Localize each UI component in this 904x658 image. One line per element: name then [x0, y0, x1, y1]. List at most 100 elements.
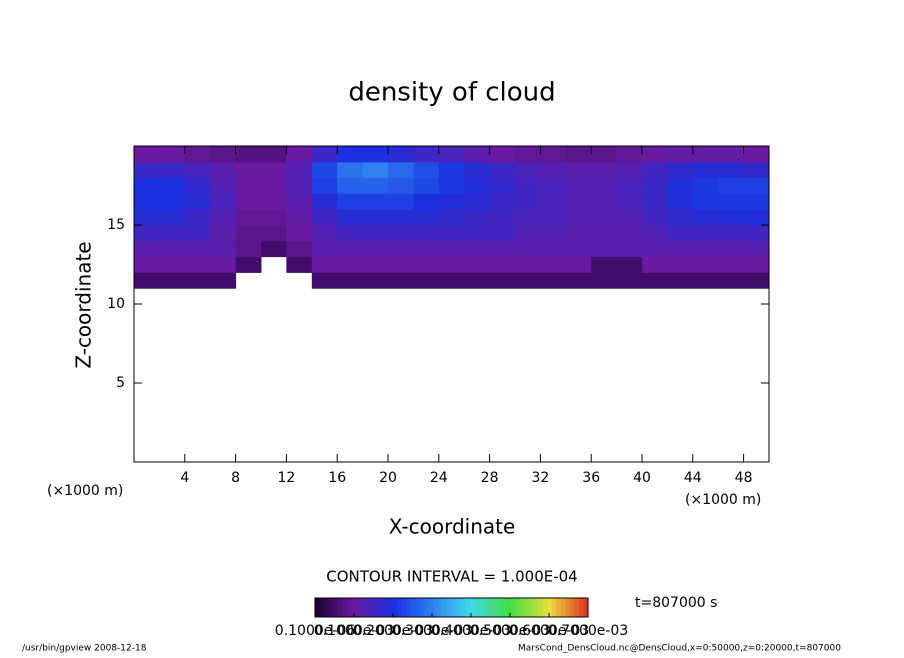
- field-cell: [388, 272, 414, 289]
- x-tick-label: 48: [735, 470, 753, 486]
- colorbar-swatch: [460, 598, 466, 617]
- field-cell: [159, 209, 186, 226]
- field-cell: [210, 240, 237, 258]
- field-cell: [362, 240, 389, 258]
- field-cell: [743, 161, 770, 179]
- field-cell: [464, 177, 491, 194]
- x-tick-label: 24: [430, 470, 448, 486]
- field-cell: [311, 209, 338, 226]
- field-cell: [515, 225, 541, 242]
- colorbar-frame: [314, 597, 589, 618]
- field-cell: [388, 161, 414, 179]
- x-tick-label: 32: [531, 470, 549, 486]
- field-cell: [667, 256, 694, 273]
- field-cell: [642, 161, 668, 179]
- field-cell: [337, 225, 364, 242]
- colorbar-swatch: [442, 598, 448, 617]
- colorbar-swatch: [437, 598, 443, 617]
- colorbar-swatch: [342, 598, 348, 617]
- field-cell: [337, 240, 364, 258]
- field-cell: [134, 193, 160, 210]
- field-cell: [413, 256, 440, 273]
- field-cell: [311, 256, 338, 273]
- colorbar-swatch: [565, 598, 571, 617]
- field-cell: [540, 209, 567, 226]
- x-tick-label: 12: [277, 470, 295, 486]
- colorbar-swatch: [406, 598, 412, 617]
- field-cell: [718, 193, 745, 210]
- colorbar: [315, 598, 589, 617]
- field-cell: [159, 161, 186, 179]
- colorbar-swatch: [547, 598, 553, 617]
- colorbar-swatch: [469, 598, 475, 617]
- field-cell: [515, 161, 541, 179]
- field-cell: [159, 256, 186, 273]
- field-cell: [692, 256, 719, 273]
- field-cell: [159, 193, 186, 210]
- field-cell: [489, 146, 516, 163]
- field-cell: [286, 161, 313, 179]
- field-cell: [235, 240, 262, 258]
- field-cell: [591, 240, 618, 258]
- field-cell: [413, 146, 440, 163]
- field-cell: [438, 146, 465, 163]
- field-cell: [565, 161, 592, 179]
- field-cell: [210, 272, 237, 289]
- colorbar-tick-label: 0.4000e-03: [431, 623, 511, 639]
- field-cell: [743, 177, 770, 194]
- colorbar-swatch: [524, 598, 530, 617]
- field-cell: [134, 177, 160, 194]
- field-cell: [184, 161, 211, 179]
- field-cell: [489, 177, 516, 194]
- field-cell: [540, 146, 567, 163]
- field-cell: [616, 146, 643, 163]
- field-cell: [438, 256, 465, 273]
- field-cell: [337, 256, 364, 273]
- x-tick-label: 40: [633, 470, 651, 486]
- colorbar-swatch: [315, 598, 321, 617]
- colorbar-tick-label: 0.6000e-03: [509, 623, 589, 639]
- field-cell: [489, 272, 516, 289]
- field-cell: [388, 209, 414, 226]
- colorbar-swatch: [387, 598, 393, 617]
- field-cell: [388, 240, 414, 258]
- field-cell: [159, 225, 186, 242]
- x-tick-label: 44: [684, 470, 702, 486]
- field-cell: [362, 225, 389, 242]
- colorbar-swatch: [528, 598, 534, 617]
- field-cell: [616, 193, 643, 210]
- colorbar-swatch: [551, 598, 557, 617]
- field-cell: [413, 161, 440, 179]
- colorbar-swatch: [556, 598, 562, 617]
- field-cell: [311, 161, 338, 179]
- field-cell: [311, 225, 338, 242]
- chart-title: density of cloud: [348, 78, 555, 108]
- field-cell: [692, 209, 719, 226]
- y-axis-label: Z-coordinate: [72, 241, 96, 368]
- field-cell: [591, 225, 618, 242]
- field-cell: [692, 193, 719, 210]
- field-cell: [464, 225, 491, 242]
- field-cell: [489, 161, 516, 179]
- field-cell: [692, 177, 719, 194]
- field-cell: [337, 177, 364, 194]
- field-cell: [134, 256, 160, 273]
- field-cell: [616, 225, 643, 242]
- colorbar-swatch: [487, 598, 493, 617]
- x-tick-label: 36: [582, 470, 600, 486]
- colorbar-swatch: [396, 598, 402, 617]
- field-cell: [235, 146, 262, 163]
- field-cell: [692, 225, 719, 242]
- field-cell: [286, 146, 313, 163]
- colorbar-swatch: [360, 598, 366, 617]
- field-cell: [261, 193, 287, 210]
- field-cell: [337, 272, 364, 289]
- field-cell: [235, 225, 262, 242]
- colorbar-swatch: [378, 598, 384, 617]
- field-cell: [718, 225, 745, 242]
- field-cell: [337, 161, 364, 179]
- colorbar-swatch: [533, 598, 539, 617]
- x-tick-label: 28: [481, 470, 499, 486]
- field-cell: [362, 193, 389, 210]
- field-cell: [210, 225, 237, 242]
